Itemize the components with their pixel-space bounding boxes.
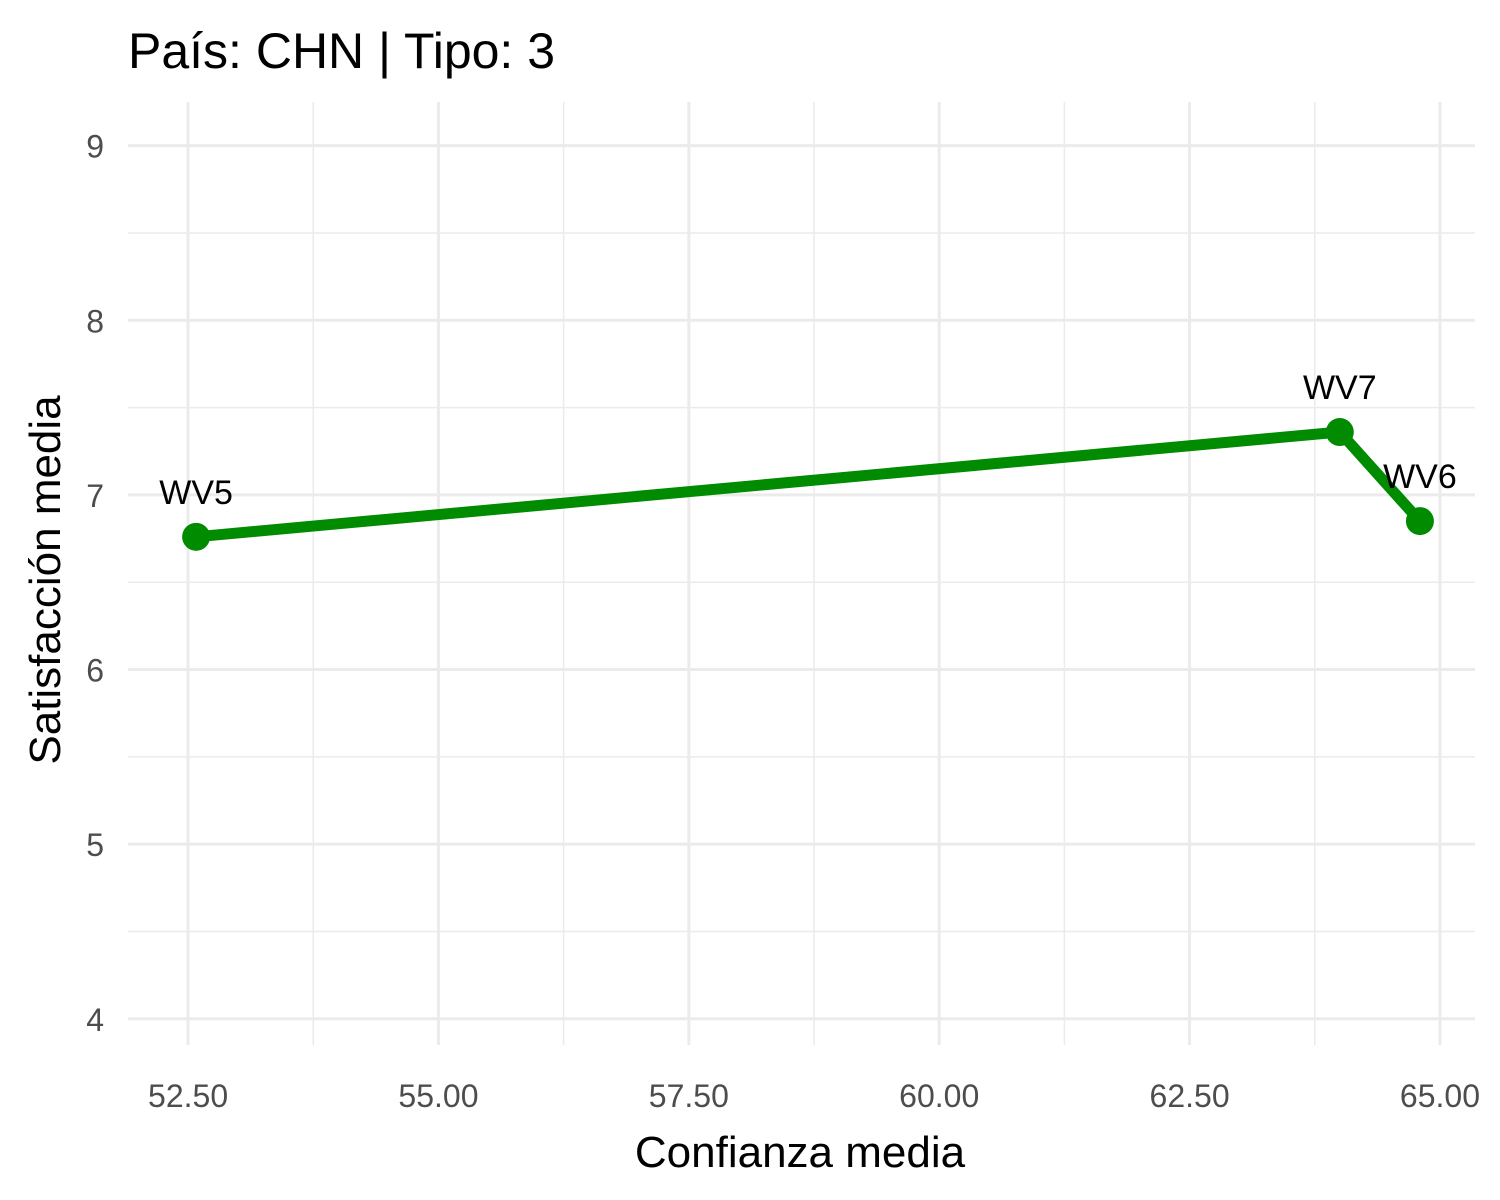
- data-point: [1405, 507, 1434, 536]
- chart-title: País: CHN | Tipo: 3: [128, 23, 555, 79]
- x-tick-label: 62.50: [1150, 1078, 1230, 1114]
- data-label: WV7: [1303, 369, 1377, 407]
- point-labels: WV5 WV7 WV6: [159, 369, 1457, 512]
- x-tick-label: 52.50: [148, 1078, 228, 1114]
- grid-lines: [128, 102, 1475, 1045]
- y-tick-label: 4: [86, 1002, 104, 1038]
- data-label: WV6: [1383, 458, 1457, 496]
- y-tick-label: 8: [86, 303, 104, 339]
- y-axis-ticks: 4 5 6 7 8 9: [86, 129, 104, 1038]
- y-tick-label: 9: [86, 129, 104, 165]
- y-tick-label: 5: [86, 827, 104, 863]
- plot-series: [182, 418, 1434, 551]
- data-label: WV5: [159, 474, 233, 512]
- x-tick-label: 55.00: [398, 1078, 478, 1114]
- data-point: [1325, 418, 1354, 447]
- y-axis-title: Satisfacción media: [21, 395, 70, 765]
- data-point: [182, 522, 211, 551]
- y-tick-label: 7: [86, 478, 104, 514]
- x-tick-label: 60.00: [899, 1078, 979, 1114]
- x-axis-ticks: 52.50 55.00 57.50 60.00 62.50 65.00: [148, 1078, 1480, 1114]
- x-axis-title: Confianza media: [635, 1128, 966, 1177]
- series-line: [190, 426, 1426, 543]
- x-tick-label: 65.00: [1400, 1078, 1480, 1114]
- x-tick-label: 57.50: [649, 1078, 729, 1114]
- y-tick-label: 6: [86, 653, 104, 689]
